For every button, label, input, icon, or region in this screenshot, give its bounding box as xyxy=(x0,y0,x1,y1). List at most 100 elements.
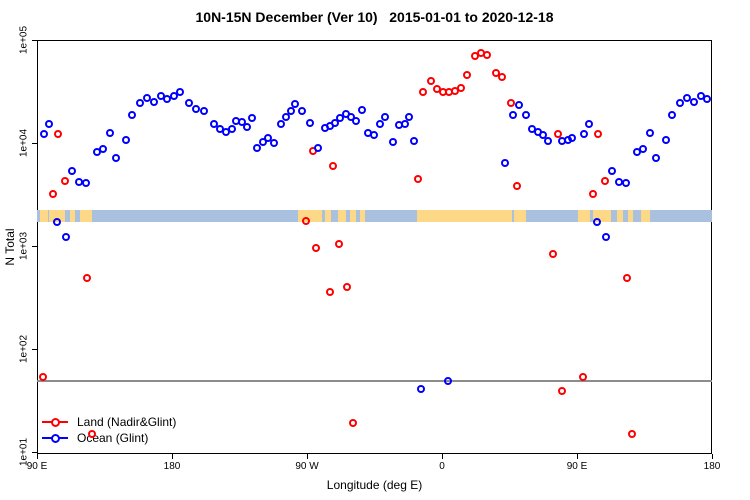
y-tick-label: 1e+02 xyxy=(18,334,30,364)
data-point-ocean xyxy=(277,119,286,128)
map-strip-land xyxy=(514,209,526,222)
data-point-land xyxy=(553,130,562,139)
map-strip-land xyxy=(325,209,331,222)
data-point-land xyxy=(39,373,47,382)
data-point-land xyxy=(427,76,436,85)
map-strip-land xyxy=(578,209,591,222)
data-point-ocean xyxy=(253,144,262,152)
data-point-ocean xyxy=(417,384,425,393)
y-tick-mark xyxy=(32,349,37,350)
data-point-ocean xyxy=(592,218,601,226)
data-point-ocean xyxy=(444,376,452,385)
data-point-ocean xyxy=(175,87,184,96)
data-point-ocean xyxy=(501,158,509,167)
data-point-ocean xyxy=(400,119,409,128)
data-point-land xyxy=(301,216,310,225)
data-point-ocean xyxy=(580,130,589,139)
map-strip-land xyxy=(641,209,651,222)
data-point-land xyxy=(483,51,491,59)
map-strip-land xyxy=(416,209,513,222)
data-point-ocean xyxy=(358,106,367,115)
data-point-ocean xyxy=(313,144,322,152)
data-point-ocean xyxy=(601,233,610,242)
y-axis-title: N Total xyxy=(3,228,17,266)
data-point-ocean xyxy=(703,95,712,104)
data-point-ocean xyxy=(264,133,272,142)
x-tick-label: 90 E xyxy=(566,461,588,472)
y-tick-mark xyxy=(32,143,37,144)
y-tick-label: 1e+05 xyxy=(18,25,30,55)
legend-label-land: Land (Nadir&Glint) xyxy=(77,415,177,429)
data-point-ocean xyxy=(568,133,577,142)
data-point-land xyxy=(549,250,557,258)
x-tick-label: 90 W xyxy=(295,461,319,472)
data-point-ocean xyxy=(405,112,413,121)
data-point-land xyxy=(589,189,598,198)
data-point-ocean xyxy=(40,130,49,139)
data-point-land xyxy=(328,161,337,170)
data-point-land xyxy=(82,274,91,282)
map-strip-land xyxy=(338,209,346,222)
data-point-ocean xyxy=(228,124,236,133)
data-point-land xyxy=(579,373,587,382)
data-point-ocean xyxy=(259,138,268,147)
data-point-land xyxy=(54,130,62,139)
data-point-ocean xyxy=(282,112,290,121)
y-tick-mark xyxy=(32,452,37,453)
data-point-land xyxy=(49,189,58,198)
legend-marker-ocean xyxy=(42,433,68,443)
data-point-ocean xyxy=(652,154,661,162)
y-tick-mark xyxy=(32,40,37,41)
x-tick-mark xyxy=(577,454,578,459)
data-point-land xyxy=(457,83,466,92)
data-point-ocean xyxy=(106,129,115,138)
data-point-ocean xyxy=(514,100,523,109)
data-point-land xyxy=(498,73,506,82)
x-tick-mark xyxy=(37,454,38,459)
data-point-land xyxy=(343,282,352,291)
data-point-ocean xyxy=(622,178,631,187)
legend-item-ocean: Ocean (Glint) xyxy=(42,430,176,446)
map-strip-land xyxy=(70,209,75,222)
data-point-ocean xyxy=(352,116,361,125)
data-point-land xyxy=(349,419,358,428)
data-point-ocean xyxy=(243,123,251,131)
data-point-ocean xyxy=(682,94,691,103)
legend-marker-land xyxy=(42,417,68,427)
data-point-ocean xyxy=(544,136,553,145)
data-point-land xyxy=(418,87,427,96)
data-point-ocean xyxy=(163,95,172,104)
data-point-ocean xyxy=(238,117,247,126)
y-tick-label: 1e+04 xyxy=(18,128,30,158)
data-point-ocean xyxy=(376,119,385,128)
data-point-ocean xyxy=(169,91,178,100)
data-point-ocean xyxy=(112,154,121,162)
legend-label-ocean: Ocean (Glint) xyxy=(77,431,149,445)
x-tick-label: 0 xyxy=(439,461,445,472)
data-point-ocean xyxy=(247,113,256,122)
map-strip-land xyxy=(359,209,366,222)
data-point-ocean xyxy=(381,112,389,121)
x-tick-label: 90 E xyxy=(26,461,48,472)
data-point-land xyxy=(325,287,334,296)
y-tick-mark xyxy=(32,246,37,247)
data-point-ocean xyxy=(142,94,151,103)
data-point-ocean xyxy=(136,99,145,108)
data-point-land xyxy=(601,176,610,185)
map-strip-land xyxy=(40,209,48,222)
map-strip-land xyxy=(350,209,357,222)
data-point-ocean xyxy=(538,131,547,140)
data-point-ocean xyxy=(52,218,61,226)
x-tick-mark xyxy=(442,454,443,459)
x-tick-mark xyxy=(307,454,308,459)
data-point-ocean xyxy=(646,129,655,138)
data-point-ocean xyxy=(121,135,130,144)
data-point-ocean xyxy=(607,166,616,175)
data-point-ocean xyxy=(690,98,698,106)
data-point-ocean xyxy=(67,166,76,175)
data-point-ocean xyxy=(615,178,623,187)
data-point-ocean xyxy=(667,111,676,119)
data-point-land xyxy=(463,71,472,80)
data-point-land xyxy=(594,130,602,139)
data-point-ocean xyxy=(331,119,340,128)
